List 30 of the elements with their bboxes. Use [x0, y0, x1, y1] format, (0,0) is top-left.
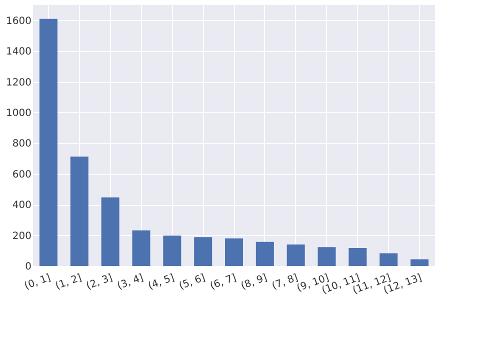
bar: [39, 18, 58, 266]
y-tick-label: 400: [12, 200, 32, 212]
x-tick-label: (6, 7]: [208, 272, 238, 292]
y-tick-label: 800: [12, 138, 32, 150]
bar: [256, 242, 274, 266]
y-tick-label: 1400: [6, 46, 32, 58]
bar: [194, 237, 212, 266]
bar: [348, 248, 367, 266]
y-tick-label: 200: [12, 230, 32, 242]
y-tick-label: 1600: [6, 16, 32, 27]
bar: [318, 247, 336, 266]
x-tick-label: (5, 6]: [178, 272, 207, 292]
y-tick-label: 600: [12, 169, 32, 180]
bar: [225, 238, 243, 266]
x-tick-label: (4, 5]: [146, 272, 176, 292]
bar: [286, 244, 305, 266]
x-tick-label: (8, 9]: [240, 272, 269, 292]
bar: [410, 259, 429, 266]
y-tick-label: 0: [25, 262, 32, 272]
y-tick-label: 1000: [6, 108, 32, 119]
y-tick-label: 1200: [6, 77, 32, 88]
bar: [101, 197, 120, 266]
x-tick-label: (2, 3]: [85, 272, 114, 292]
x-tick-label: (1, 2]: [54, 272, 84, 292]
x-tick-label: (3, 4]: [116, 272, 146, 292]
x-tick-label: (0, 1]: [23, 272, 52, 292]
bar: [132, 230, 150, 266]
bar: [380, 253, 398, 266]
bar: [163, 236, 182, 266]
bar: [70, 156, 88, 266]
